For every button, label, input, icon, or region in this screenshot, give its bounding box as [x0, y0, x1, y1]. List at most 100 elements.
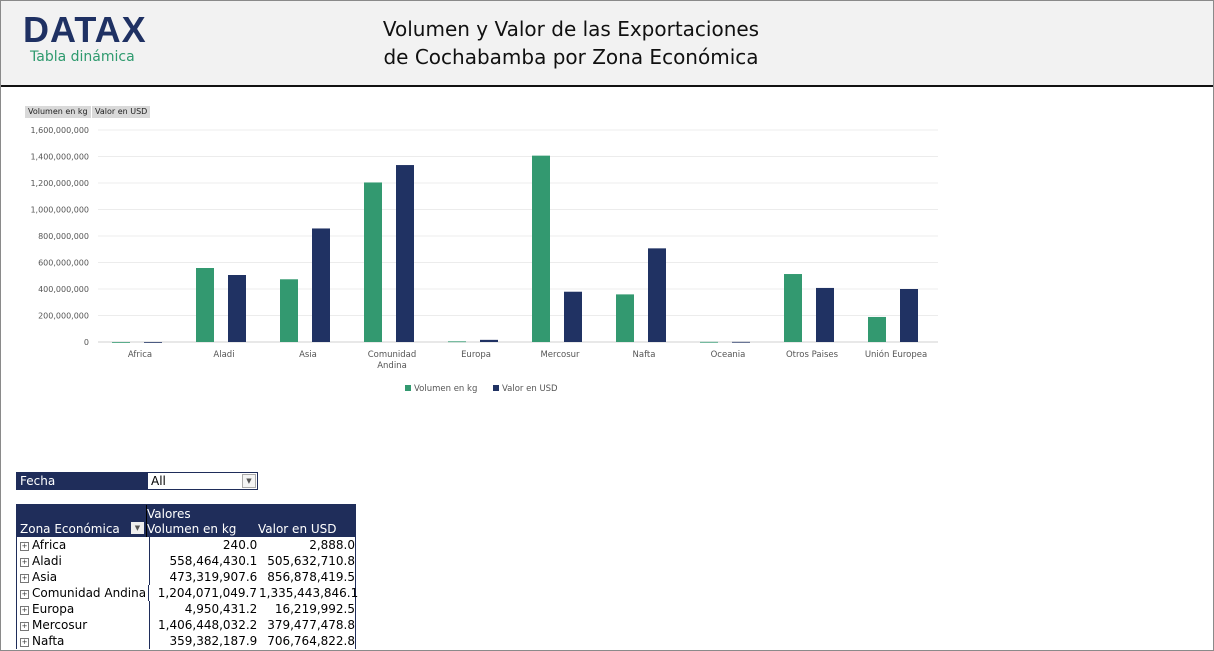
table-row: + Asia 473,319,907.6 856,878,419.5 [17, 569, 355, 585]
valor-cell: 706,764,822.8 [267, 634, 355, 648]
volumen-cell: 4,950,431.2 [184, 602, 258, 616]
expand-icon[interactable]: + [20, 638, 29, 647]
bar-valor [564, 291, 582, 342]
y-tick-label: 1,400,000,000 [30, 153, 89, 162]
row-label: + Comunidad Andina [17, 585, 150, 601]
y-tick-label: 1,600,000,000 [30, 126, 89, 135]
x-tick-label: Africa [128, 350, 152, 360]
row-label: + Asia [17, 569, 150, 585]
bar-chart: 0 200,000,000 400,000,000 600,000,000 800,00… [30, 126, 938, 394]
title-line-2: de Cochabamba por Zona Económica [383, 45, 759, 69]
header: DATAX Tabla dinámica Volumen y Valor de … [1, 1, 1213, 87]
y-tick-label: 800,000,000 [38, 232, 89, 241]
row-label: + Aladi [17, 553, 150, 569]
subtitle: Tabla dinámica [30, 49, 135, 65]
bar-valor [816, 287, 834, 342]
x-tick-label: Andina [377, 361, 407, 371]
bar-valor [480, 339, 498, 342]
x-tick-label: Otros Paises [786, 350, 839, 360]
filter-value: All [151, 474, 166, 488]
field-button-valor[interactable]: Valor en USD [92, 106, 151, 118]
x-tick-label: Mercosur [540, 350, 580, 360]
table-row: + Nafta 359,382,187.9 706,764,822.8 [17, 633, 355, 649]
zona-name: Comunidad Andina [32, 586, 147, 600]
valor-cell: 505,632,710.8 [267, 554, 355, 568]
expand-icon[interactable]: + [20, 558, 29, 567]
bar-valor [732, 341, 750, 343]
row-label: + Africa [17, 537, 150, 553]
col-volumen: Volumen en kg [147, 522, 237, 536]
valor-cell: 1,335,443,846.1 [259, 586, 359, 600]
page-title: Volumen y Valor de las Exportaciones de … [301, 15, 841, 71]
zona-name: Asia [32, 570, 58, 584]
legend-swatch [405, 385, 411, 391]
bar-volumen [532, 155, 550, 342]
volumen-cell: 1,204,071,049.7 [157, 586, 257, 600]
field-button-volumen[interactable]: Volumen en kg [25, 106, 91, 118]
bar-volumen [616, 294, 634, 342]
valor-cell: 856,878,419.5 [267, 570, 355, 584]
table-row: + Africa 240.0 2,888.0 [17, 537, 355, 553]
bar-volumen [700, 341, 718, 343]
bar-valor [396, 165, 414, 342]
pivot-header: Valores Zona Económica ▼ Volumen en kg V… [17, 505, 355, 537]
bar-valor [228, 275, 246, 342]
bar-volumen [364, 182, 382, 342]
legend-label: Volumen en kg [414, 384, 477, 394]
filter-dropdown-icon[interactable]: ▼ [131, 522, 144, 534]
volumen-cell: 359,382,187.9 [169, 634, 258, 648]
y-tick-label: 400,000,000 [38, 285, 89, 294]
x-tick-label: Aladi [213, 350, 234, 360]
x-tick-label: Comunidad [368, 350, 417, 360]
filter-fecha: Fecha All ▼ [16, 472, 258, 490]
y-tick-label: 200,000,000 [38, 312, 89, 321]
bar-volumen [196, 268, 214, 342]
bar-valor [648, 248, 666, 342]
volumen-cell: 473,319,907.6 [169, 570, 258, 584]
valor-cell: 379,477,478.8 [267, 618, 355, 632]
bar-volumen [280, 279, 298, 342]
x-tick-label: Asia [299, 350, 317, 360]
bar-volumen [112, 341, 130, 343]
x-tick-label: Europa [461, 350, 491, 360]
table-row: + Mercosur 1,406,448,032.2 379,477,478.8 [17, 617, 355, 633]
valor-cell: 16,219,992.5 [274, 602, 355, 616]
y-tick-label: 600,000,000 [38, 259, 89, 268]
dropdown-arrow-icon[interactable]: ▼ [242, 474, 256, 488]
datax-logo: DATAX [23, 9, 147, 50]
zona-name: Europa [32, 602, 75, 616]
zona-name: Aladi [32, 554, 62, 568]
expand-icon[interactable]: + [20, 622, 29, 631]
row-label: + Mercosur [17, 617, 150, 633]
values-label: Valores [147, 507, 191, 521]
filter-dropdown[interactable]: All ▼ [148, 473, 257, 489]
valor-cell: 2,888.0 [309, 538, 355, 552]
zona-name: Africa [32, 538, 67, 552]
expand-icon[interactable]: + [20, 606, 29, 615]
col-valor: Valor en USD [258, 522, 337, 536]
bar-volumen [868, 316, 886, 342]
bar-volumen [784, 274, 802, 342]
expand-icon[interactable]: + [20, 542, 29, 551]
volumen-cell: 558,464,430.1 [169, 554, 258, 568]
bar-valor [144, 341, 162, 343]
table-row: + Europa 4,950,431.2 16,219,992.5 [17, 601, 355, 617]
pivot-table: Valores Zona Económica ▼ Volumen en kg V… [16, 504, 359, 649]
x-tick-label: Oceania [711, 350, 746, 360]
x-tick-label: Unión Europea [865, 349, 927, 360]
bar-valor [312, 228, 330, 342]
volumen-cell: 1,406,448,032.2 [158, 618, 258, 632]
legend-label: Valor en USD [502, 384, 558, 394]
expand-icon[interactable]: + [20, 574, 29, 583]
volumen-cell: 240.0 [222, 538, 258, 552]
expand-icon[interactable]: + [20, 590, 29, 599]
row-label: + Europa [17, 601, 150, 617]
bar-valor [900, 289, 918, 342]
row-label: + Nafta [17, 633, 150, 649]
col-zona: Zona Económica [20, 522, 120, 536]
filter-label: Fecha [17, 473, 148, 489]
table-row: + Aladi 558,464,430.1 505,632,710.8 [17, 553, 355, 569]
zona-name: Nafta [32, 634, 65, 648]
legend-swatch [493, 385, 499, 391]
x-tick-label: Nafta [633, 350, 656, 360]
